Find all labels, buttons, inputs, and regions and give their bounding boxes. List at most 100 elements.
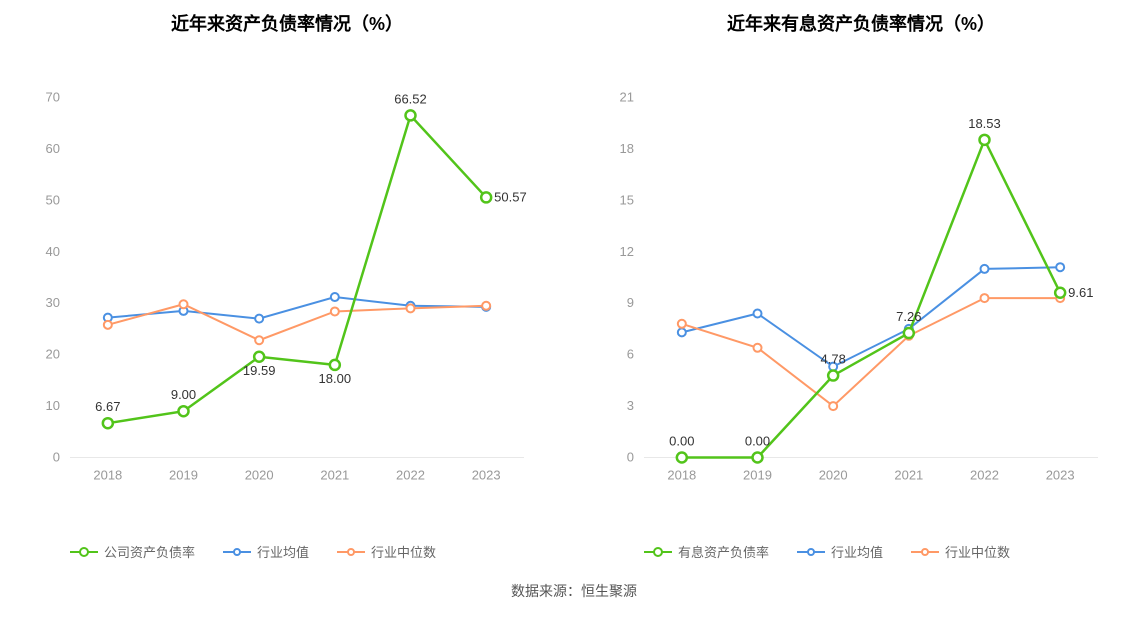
series-value-label-company: 6.67 bbox=[95, 399, 120, 414]
series-value-label-company: 4.78 bbox=[821, 352, 846, 367]
series-marker-industry_median bbox=[407, 304, 415, 312]
x-tick-label: 2022 bbox=[396, 468, 425, 483]
left-chart-title: 近年来资产负债率情况（%） bbox=[20, 10, 554, 36]
right-plot-wrap: 0 3 6 9 12 15 18 21 2018 2019 2020 2021 2022 2023 0.00… bbox=[594, 51, 1128, 524]
right-chart-panel: 近年来有息资产负债率情况（%） 0 3 6 9 12 15 18 21 2018 2019 2020… bbox=[574, 0, 1148, 571]
legend-label: 行业均值 bbox=[257, 542, 309, 561]
series-value-label-company: 18.53 bbox=[968, 116, 1001, 131]
series-marker-company bbox=[330, 360, 340, 370]
left-chart-svg: 0 10 20 30 40 50 60 70 2018 2019 2020 2021 2022 2023 6… bbox=[20, 51, 554, 524]
legend-marker bbox=[223, 545, 251, 559]
y-tick-label: 0 bbox=[627, 450, 634, 465]
series-marker-industry_median bbox=[331, 307, 339, 315]
series-marker-industry_median bbox=[981, 294, 989, 302]
series-value-label-company: 7.26 bbox=[896, 309, 921, 324]
left-plot-wrap: 0 10 20 30 40 50 60 70 2018 2019 2020 2021 2022 2023 6… bbox=[20, 51, 554, 524]
y-tick-label: 70 bbox=[46, 90, 60, 105]
y-tick-label: 3 bbox=[627, 398, 634, 413]
legend-label: 行业中位数 bbox=[945, 542, 1010, 561]
series-marker-industry_avg bbox=[255, 315, 263, 323]
x-tick-label: 2021 bbox=[320, 468, 349, 483]
legend-label: 公司资产负债率 bbox=[104, 542, 195, 561]
series-value-label-company: 50.57 bbox=[494, 189, 527, 204]
series-marker-company bbox=[980, 135, 990, 145]
legend-marker bbox=[911, 545, 939, 559]
x-tick-label: 2020 bbox=[245, 468, 274, 483]
series-marker-industry_avg bbox=[678, 328, 686, 336]
charts-container: 近年来资产负债率情况（%） 01020304050607020182019202… bbox=[0, 0, 1148, 619]
y-tick-label: 6 bbox=[627, 347, 634, 362]
x-tick-label: 2019 bbox=[743, 468, 772, 483]
series-marker-industry_median bbox=[104, 321, 112, 329]
series-marker-company bbox=[753, 453, 763, 463]
y-tick-label: 10 bbox=[46, 398, 60, 413]
series-marker-company bbox=[1055, 288, 1065, 298]
legend-item[interactable]: 有息资产负债率 bbox=[644, 542, 769, 561]
y-tick-label: 15 bbox=[620, 192, 634, 207]
series-marker-industry_median bbox=[678, 320, 686, 328]
x-tick-label: 2019 bbox=[169, 468, 198, 483]
series-marker-industry_avg bbox=[331, 293, 339, 301]
legend-item[interactable]: 公司资产负债率 bbox=[70, 542, 195, 561]
legend-label: 行业均值 bbox=[831, 542, 883, 561]
series-value-label-company: 9.61 bbox=[1068, 285, 1093, 300]
data-source-label: 数据来源：恒生聚源 bbox=[0, 571, 1148, 619]
series-value-label-company: 19.59 bbox=[243, 363, 276, 378]
series-marker-company bbox=[828, 371, 838, 381]
series-marker-company bbox=[179, 406, 189, 416]
y-tick-label: 18 bbox=[620, 141, 634, 156]
charts-row: 近年来资产负债率情况（%） 01020304050607020182019202… bbox=[0, 0, 1148, 571]
x-tick-label: 2022 bbox=[970, 468, 999, 483]
right-legend: 有息资产负债率 行业均值 行业中位数 bbox=[594, 524, 1128, 571]
y-tick-label: 60 bbox=[46, 141, 60, 156]
series-line-industry_median bbox=[108, 304, 486, 340]
x-tick-label: 2023 bbox=[472, 468, 501, 483]
right-chart-title: 近年来有息资产负债率情况（%） bbox=[594, 10, 1128, 36]
series-marker-industry_median bbox=[829, 402, 837, 410]
legend-item[interactable]: 行业均值 bbox=[223, 542, 309, 561]
series-marker-company bbox=[103, 418, 113, 428]
legend-marker bbox=[337, 545, 365, 559]
y-tick-label: 21 bbox=[620, 90, 634, 105]
series-marker-industry_avg bbox=[981, 265, 989, 273]
x-tick-label: 2020 bbox=[819, 468, 848, 483]
y-tick-label: 30 bbox=[46, 295, 60, 310]
series-value-label-company: 9.00 bbox=[171, 387, 196, 402]
series-marker-company bbox=[406, 110, 416, 120]
legend-label: 有息资产负债率 bbox=[678, 542, 769, 561]
series-value-label-company: 0.00 bbox=[669, 434, 694, 449]
right-chart-svg: 0 3 6 9 12 15 18 21 2018 2019 2020 2021 2022 2023 0.00… bbox=[594, 51, 1128, 524]
legend-item[interactable]: 行业中位数 bbox=[911, 542, 1010, 561]
series-value-label-company: 66.52 bbox=[394, 91, 427, 106]
legend-marker bbox=[797, 545, 825, 559]
series-marker-industry_median bbox=[754, 344, 762, 352]
legend-label: 行业中位数 bbox=[371, 542, 436, 561]
series-value-label-company: 18.00 bbox=[319, 371, 352, 386]
legend-marker bbox=[70, 545, 98, 559]
series-marker-company bbox=[677, 453, 687, 463]
series-value-label-company: 0.00 bbox=[745, 434, 770, 449]
series-marker-company bbox=[254, 352, 264, 362]
series-line-company bbox=[108, 115, 486, 423]
y-tick-label: 0 bbox=[53, 450, 60, 465]
y-tick-label: 20 bbox=[46, 347, 60, 362]
y-tick-label: 50 bbox=[46, 192, 60, 207]
series-line-industry_median bbox=[682, 298, 1060, 406]
legend-item[interactable]: 行业中位数 bbox=[337, 542, 436, 561]
x-tick-label: 2023 bbox=[1046, 468, 1075, 483]
x-tick-label: 2021 bbox=[894, 468, 923, 483]
left-chart-panel: 近年来资产负债率情况（%） 0 10 20 30 40 50 60 70 2018 2019 202… bbox=[0, 0, 574, 571]
x-tick-label: 2018 bbox=[93, 468, 122, 483]
x-tick-label: 2018 bbox=[667, 468, 696, 483]
series-line-industry_avg bbox=[682, 267, 1060, 366]
series-marker-industry_avg bbox=[1056, 263, 1064, 271]
left-legend: 公司资产负债率 行业均值 行业中位数 bbox=[20, 524, 554, 571]
legend-marker bbox=[644, 545, 672, 559]
series-marker-company bbox=[481, 192, 491, 202]
y-tick-label: 9 bbox=[627, 295, 634, 310]
y-tick-label: 12 bbox=[620, 244, 634, 259]
legend-item[interactable]: 行业均值 bbox=[797, 542, 883, 561]
series-marker-industry_median bbox=[180, 300, 188, 308]
y-tick-label: 40 bbox=[46, 244, 60, 259]
series-marker-company bbox=[904, 328, 914, 338]
